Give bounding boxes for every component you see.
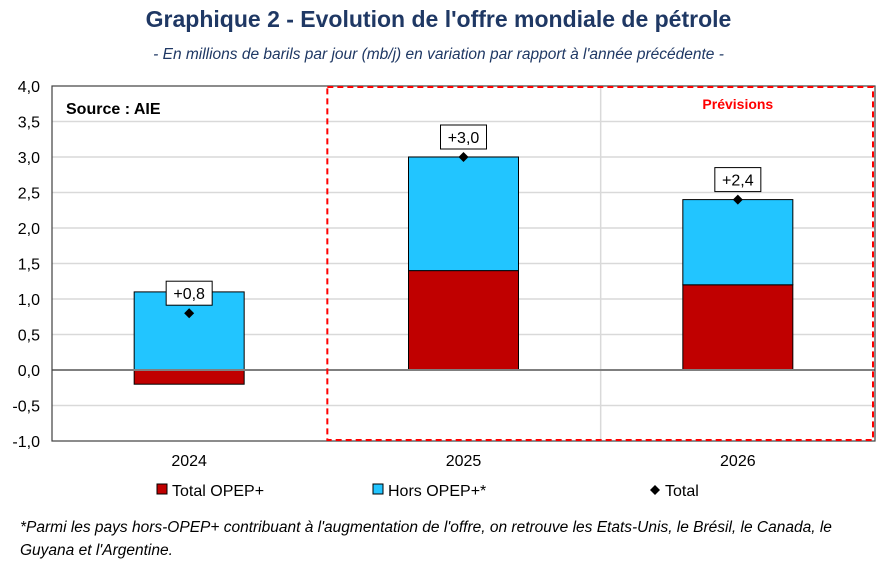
y-tick-label: 3,0 (18, 150, 40, 167)
total-marker (184, 308, 195, 319)
y-tick-label: 3,5 (18, 115, 40, 132)
legend-label: Hors OPEP+* (388, 483, 486, 500)
y-tick-label: 0,0 (18, 363, 40, 380)
bar-totalopep (133, 369, 245, 385)
forecast-box (326, 86, 875, 441)
x-tick-label: 2024 (171, 453, 207, 470)
forecast-label: Prévisions (702, 96, 773, 112)
footnote: *Parmi les pays hors-OPEP+ contribuant à… (20, 519, 832, 559)
total-marker (458, 152, 469, 162)
data-label-box (165, 280, 213, 306)
legend-swatch (156, 483, 168, 495)
y-tick-label: 2,5 (18, 186, 40, 203)
legend-swatch (372, 483, 384, 495)
legend-label: Total (665, 483, 699, 500)
data-label: +0,8 (173, 286, 205, 303)
title: Graphique 2 - Evolution de l'offre mondi… (145, 6, 732, 32)
legend-label: Total OPEP+ (172, 483, 264, 500)
y-tick-label: -1,0 (12, 434, 40, 451)
x-tick-label: 2025 (446, 453, 482, 470)
y-tick-label: 4,0 (18, 79, 40, 96)
bar-totalopep (408, 270, 519, 371)
bar-horsopep (408, 156, 519, 272)
y-tick-label: 1,0 (18, 292, 40, 309)
y-tick-label: -0,5 (12, 399, 40, 416)
bar-horsopep (682, 199, 794, 286)
data-label: +3,0 (448, 130, 480, 147)
y-tick-label: 2,0 (18, 221, 40, 238)
source-label: Source : AIE (66, 101, 161, 118)
x-tick-label: 2026 (720, 453, 756, 470)
y-tick-label: 1,5 (18, 257, 40, 274)
data-label: +2,4 (722, 173, 754, 190)
subtitle: - En millions de barils par jour (mb/j) … (153, 46, 724, 63)
total-marker (732, 194, 743, 205)
y-tick-label: 0,5 (18, 328, 40, 345)
bar-totalopep (682, 284, 794, 371)
data-label-box (440, 124, 487, 150)
legend-marker (650, 485, 660, 495)
plot-area (51, 85, 876, 442)
data-label-box (714, 167, 762, 193)
